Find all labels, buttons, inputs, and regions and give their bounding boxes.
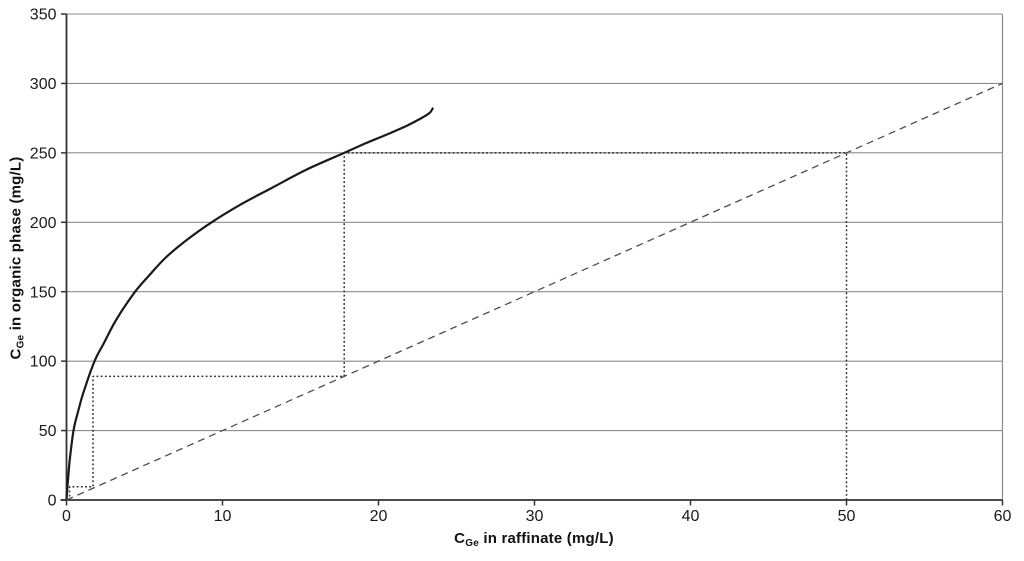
x-tick-label-60: 60 — [994, 508, 1012, 525]
y-tick-label-200: 200 — [30, 215, 57, 232]
y-axis-title-text: in organic phase (mg/L) — [7, 156, 25, 335]
y-tick-label-0: 0 — [48, 493, 57, 510]
x-axis-title-symbol: C — [454, 530, 466, 547]
x-tick-label-0: 0 — [62, 508, 71, 525]
y-axis-title-subscript: Ge — [15, 334, 27, 349]
x-axis-title-subscript: Ge — [465, 538, 479, 549]
y-tick-label-100: 100 — [30, 354, 57, 371]
x-tick-label-50: 50 — [838, 508, 856, 525]
x-tick-label-20: 20 — [370, 508, 388, 525]
y-axis-title: CGe in organic phase (mg/L) — [8, 157, 27, 360]
y-tick-label-250: 250 — [30, 145, 57, 162]
y-tick-label-350: 350 — [30, 7, 57, 24]
stage-construction-steps — [68, 152, 848, 500]
x-tick-label-40: 40 — [682, 508, 700, 525]
operating-line — [66, 82, 1003, 501]
x-axis-title: CGe in raffinate (mg/L) — [454, 530, 614, 549]
x-tick-label-30: 30 — [526, 508, 544, 525]
y-axis-title-symbol: C — [7, 348, 25, 360]
x-tick-label-10: 10 — [214, 508, 232, 525]
y-tick-label-300: 300 — [30, 76, 57, 93]
equilibrium-curve — [65, 107, 435, 501]
y-tick-label-150: 150 — [30, 284, 57, 301]
x-axis-title-text: in raffinate (mg/L) — [478, 530, 614, 547]
y-tick-label-50: 50 — [39, 423, 57, 440]
